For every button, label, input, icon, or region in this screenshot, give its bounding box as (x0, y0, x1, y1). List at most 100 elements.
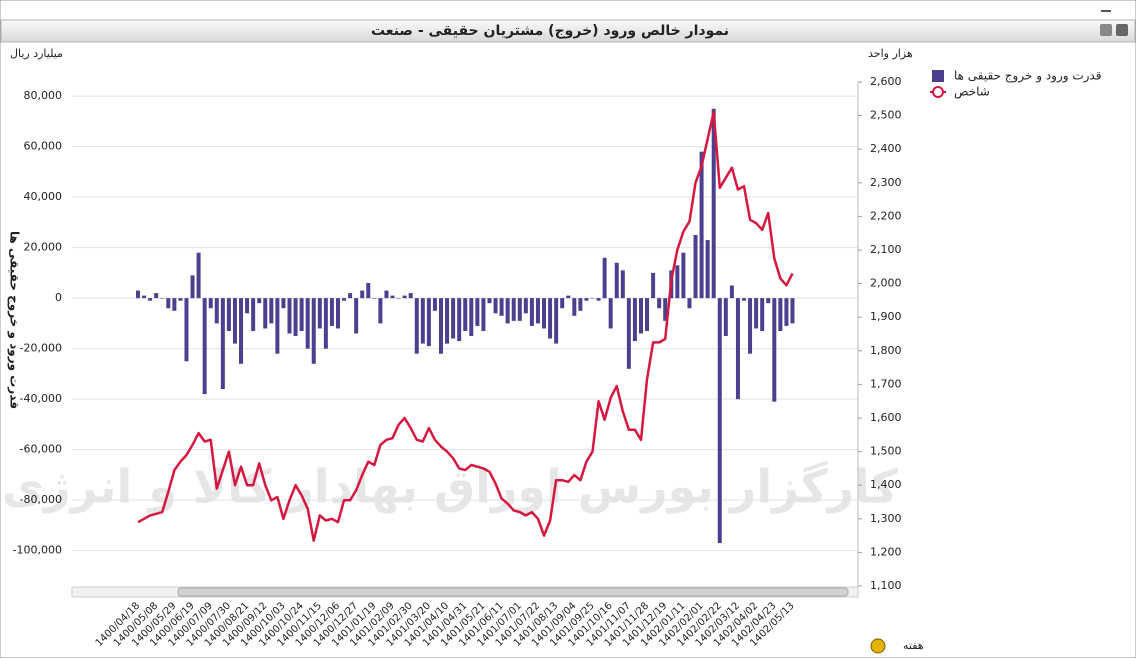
bar (608, 298, 613, 329)
bar (342, 298, 347, 301)
bar (663, 298, 668, 321)
bar (408, 293, 413, 299)
bar (626, 298, 631, 369)
y-tick-label: 0 (55, 291, 62, 304)
bar (675, 265, 680, 299)
bar (711, 108, 716, 299)
legend-label: قدرت ورود و خروج حقیقی ها (954, 69, 1101, 84)
print-button[interactable] (1100, 24, 1112, 36)
bar (657, 298, 662, 309)
bar (475, 298, 480, 326)
y2-tick-label: 1,100 (870, 579, 902, 592)
bar (196, 252, 201, 299)
bar (208, 298, 213, 309)
bar (372, 298, 377, 299)
bar (487, 298, 492, 304)
y-tick-label: -20,000 (20, 342, 62, 355)
bar (517, 298, 522, 321)
bar (366, 282, 371, 299)
y2-tick-label: 1,800 (870, 344, 902, 357)
refresh-button[interactable] (870, 638, 886, 654)
bar (463, 298, 468, 331)
bar (142, 295, 147, 299)
bar (226, 298, 231, 331)
bar (445, 298, 450, 344)
bar (493, 298, 498, 314)
bar (784, 298, 789, 326)
bar (426, 298, 431, 347)
bar (293, 298, 298, 337)
bar (723, 298, 728, 337)
bar (548, 298, 553, 339)
y2-tick-label: 2,100 (870, 243, 902, 256)
bar (790, 298, 795, 324)
y2-tick-label: 1,300 (870, 512, 902, 525)
bar (402, 295, 407, 299)
bar (529, 298, 534, 326)
bar (305, 298, 310, 349)
bar (451, 298, 456, 339)
y-tick-label: -100,000 (13, 544, 62, 557)
bar (329, 298, 334, 326)
minimize-button[interactable] (1101, 10, 1111, 12)
bar (766, 298, 771, 304)
legend-marker (932, 86, 944, 98)
bar (754, 298, 759, 329)
bar (511, 298, 516, 321)
bar (251, 298, 256, 331)
y-tick-label: 60,000 (24, 140, 63, 153)
line (137, 110, 794, 542)
y2-tick-label: 2,500 (870, 109, 902, 122)
bar (154, 293, 159, 299)
bar (414, 298, 419, 354)
bar (481, 298, 486, 331)
bar (269, 298, 274, 324)
y2-tick-label: 2,600 (870, 75, 902, 88)
y-tick-label: -40,000 (20, 392, 62, 405)
legend-label: شاخص (954, 85, 990, 100)
bar (220, 298, 225, 390)
y2-tick-label: 2,000 (870, 277, 902, 290)
bar (160, 298, 165, 299)
bar (645, 298, 650, 331)
bar (584, 298, 589, 301)
y2-unit: هزار واحد (868, 47, 913, 60)
y2-tick-label: 2,400 (870, 142, 902, 155)
bar (590, 298, 595, 299)
y2-tick-label: 1,600 (870, 411, 902, 424)
y-tick-label: 20,000 (24, 241, 63, 254)
bar (681, 252, 686, 299)
bar (772, 298, 777, 402)
bar (735, 298, 740, 400)
y-tick-label: 40,000 (24, 190, 63, 203)
bar (263, 298, 268, 329)
bar (638, 298, 643, 334)
bar (505, 298, 510, 324)
bar (614, 262, 619, 299)
bar (172, 298, 177, 311)
bar (275, 298, 280, 354)
y2-tick-label: 1,200 (870, 545, 902, 558)
bar (699, 151, 704, 299)
chart-title: نمودار خالص ورود (خروج) مشتریان حقیقی - … (371, 23, 729, 39)
y2-tick-label: 2,200 (870, 209, 902, 222)
bar (190, 275, 195, 299)
bar (705, 240, 710, 299)
y-tick-label: 80,000 (24, 89, 63, 102)
watermark: کارگزار بورس اوراق بهادار کالا و انرژی (2, 460, 898, 514)
bar (578, 298, 583, 311)
scrollbar-thumb[interactable] (177, 587, 849, 597)
bar (729, 285, 734, 299)
bar (572, 298, 577, 316)
bar (136, 290, 140, 299)
bar (214, 298, 219, 324)
bar (469, 298, 474, 337)
bar (717, 298, 722, 544)
save-button[interactable] (1116, 24, 1128, 36)
y-tick-label: -80,000 (20, 493, 62, 506)
bar (457, 298, 462, 342)
bar (566, 295, 571, 299)
bar (335, 298, 340, 329)
